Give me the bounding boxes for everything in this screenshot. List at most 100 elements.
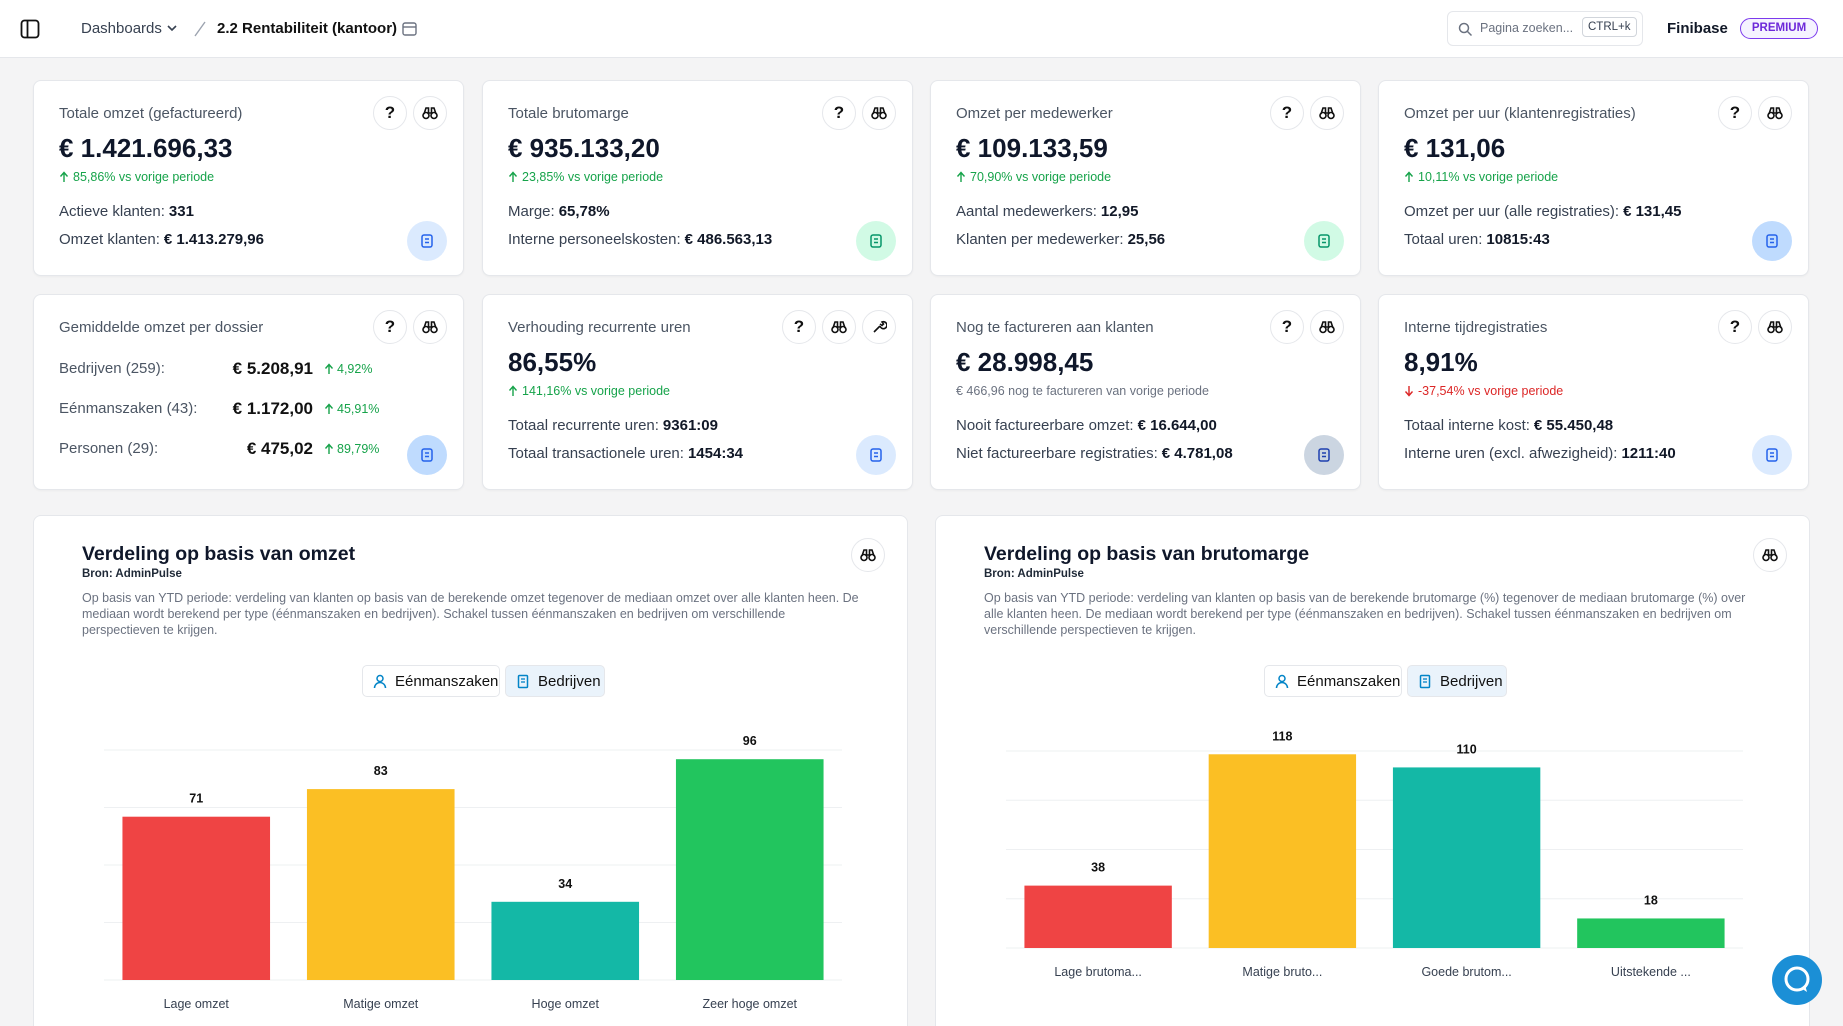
card-detail: Nooit factureerbare omzet: € 16.644,00 <box>956 417 1217 434</box>
arrow-shape <box>324 403 334 414</box>
lens <box>430 325 438 334</box>
search-placeholder: Pagina zoeken... <box>1480 21 1574 35</box>
card-icon <box>856 435 896 475</box>
lens <box>1319 325 1327 334</box>
lens <box>871 111 879 120</box>
detail-value: € 16.644,00 <box>1137 417 1217 434</box>
row-label: Eénmanszaken (43): <box>59 400 198 417</box>
segment-toggle[interactable]: Eénmanszaken <box>1264 665 1402 697</box>
lens <box>422 325 430 334</box>
row-value: € 475,02 <box>246 439 313 458</box>
binoculars-icon <box>1767 107 1783 120</box>
trend-arrow <box>324 443 334 454</box>
chat-button[interactable] <box>1771 954 1823 1006</box>
card-value: 86,55% <box>508 347 597 377</box>
search-box[interactable]: Pagina zoeken... CTRL+k <box>1447 11 1643 46</box>
trend-arrow <box>508 385 518 396</box>
segment-toggle[interactable]: Eénmanszaken <box>362 665 500 697</box>
detail-label: Niet factureerbare registraties: <box>956 445 1158 462</box>
arrow-shape <box>956 171 966 182</box>
detail-label: Omzet per uur (alle registraties): <box>1404 203 1620 220</box>
help-button[interactable]: ? <box>782 310 816 344</box>
detail-label: Marge: <box>508 203 555 220</box>
detail-label: Actieve klanten: <box>59 203 165 220</box>
details-button[interactable] <box>862 96 896 130</box>
lens <box>422 111 430 120</box>
help-icon: ? <box>1281 103 1293 122</box>
help-icon: ? <box>793 317 805 336</box>
arrow-shape <box>324 363 334 374</box>
details-button[interactable] <box>1753 538 1787 572</box>
bar <box>122 816 271 980</box>
chart-description: Op basis van YTD periode: verdeling van … <box>82 591 859 637</box>
row-change: 4,92% <box>324 362 372 376</box>
trend-arrow <box>956 171 966 182</box>
x-tick-label: Lage brutoma... <box>1054 965 1142 979</box>
card-icon <box>407 221 447 261</box>
chart-panel: Verdeling op basis van omzet Bron: AdminP… <box>33 515 908 1026</box>
help-button[interactable]: ? <box>1270 96 1304 130</box>
bar <box>1392 767 1541 948</box>
detail-value: € 55.450,48 <box>1533 417 1614 434</box>
top-bar: Dashboards 2.2 Rentabiliteit (kantoor) P… <box>0 0 1843 58</box>
card-value: € 935.133,20 <box>508 133 660 163</box>
card-detail: Aantal medewerkers: 12,95 <box>956 203 1138 220</box>
detail-value: 1211:40 <box>1621 445 1676 462</box>
search-icon <box>1458 22 1473 37</box>
bar-chart: 38 Lage brutoma... 118 Matige bruto... 110 Go… <box>1006 729 1743 979</box>
help-button[interactable]: ? <box>1270 310 1304 344</box>
help-button[interactable]: ? <box>373 96 407 130</box>
help-button[interactable]: ? <box>1718 310 1752 344</box>
bridge <box>1320 321 1334 329</box>
toggle-label: Bedrijven <box>538 672 601 690</box>
glyph <box>1278 674 1286 682</box>
toggle-icon <box>1419 674 1431 688</box>
arrow-shape <box>324 443 334 454</box>
bar <box>1024 885 1172 948</box>
help-button[interactable]: ? <box>373 310 407 344</box>
detail-value: 10815:43 <box>1486 231 1550 248</box>
icon-glyph <box>421 448 433 462</box>
breadcrumb[interactable]: Dashboards <box>81 20 162 37</box>
details-button[interactable] <box>1758 310 1792 344</box>
row-change-text: 89,79% <box>337 442 380 456</box>
details-button[interactable] <box>851 538 885 572</box>
help-button[interactable]: ? <box>822 96 856 130</box>
row-change-text: 4,92% <box>337 362 373 376</box>
details-button[interactable] <box>1310 96 1344 130</box>
bridge <box>832 321 846 329</box>
settings-button[interactable] <box>862 310 896 344</box>
change-text: € 466,96 nog te factureren van vorige pe… <box>956 384 1209 398</box>
trend-arrow <box>1404 171 1414 182</box>
binoculars-icon <box>831 321 847 334</box>
help-button[interactable]: ? <box>1718 96 1752 130</box>
card-icon <box>1304 435 1344 475</box>
segment-toggle[interactable]: Bedrijven <box>505 665 605 697</box>
lens <box>430 111 438 120</box>
details-button[interactable] <box>413 310 447 344</box>
card-title: Totale omzet (gefactureerd) <box>59 105 243 122</box>
sidebar-toggle[interactable] <box>20 19 40 39</box>
details-button[interactable] <box>413 96 447 130</box>
detail-value: € 486.563,13 <box>684 231 773 248</box>
bar <box>306 789 455 980</box>
card-detail: Klanten per medewerker: 25,56 <box>956 231 1165 248</box>
toggle-icon <box>1275 674 1289 688</box>
kpi-card: Gemiddelde omzet per dossier? Bedrijven (… <box>33 294 464 490</box>
calendar-icon[interactable] <box>401 20 418 37</box>
kpi-card: Interne tijdregistraties? 8,91% -37,54% vs… <box>1378 294 1809 490</box>
details-button[interactable] <box>1758 96 1792 130</box>
detail-label: Omzet klanten: <box>59 231 160 248</box>
card-change: 141,16% vs vorige periode <box>508 384 670 398</box>
lens <box>839 325 847 334</box>
x-tick-label: Goede brutom... <box>1421 965 1511 979</box>
wrench <box>873 320 887 333</box>
details-button[interactable] <box>1310 310 1344 344</box>
detail-value: 1454:34 <box>687 445 744 462</box>
details-button[interactable] <box>822 310 856 344</box>
help-icon: ? <box>384 103 396 122</box>
workspace-name[interactable]: Finibase <box>1667 20 1728 37</box>
card-detail: Totaal transactionele uren: 1454:34 <box>508 445 743 462</box>
detail-label: Interne personeelskosten: <box>508 231 681 248</box>
segment-toggle[interactable]: Bedrijven <box>1407 665 1507 697</box>
